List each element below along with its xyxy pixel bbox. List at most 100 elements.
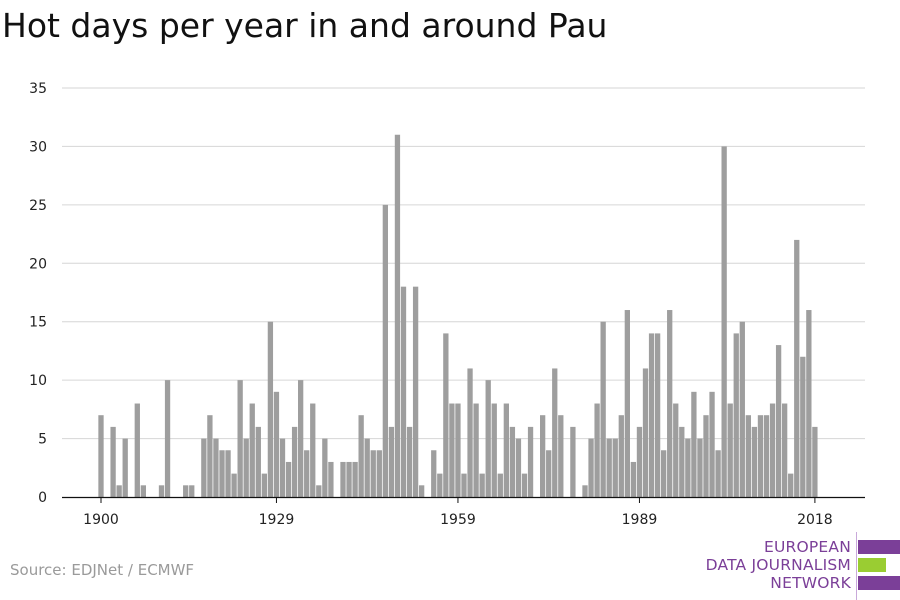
- bar-1986: [618, 415, 624, 497]
- bar-1978: [570, 426, 576, 497]
- bar-2002: [715, 450, 721, 497]
- bar-1992: [654, 333, 661, 497]
- bar-1911: [164, 380, 171, 497]
- bar-1952: [412, 286, 419, 497]
- bar-1993: [661, 450, 667, 497]
- bar-1981: [588, 438, 594, 497]
- bar-1923: [237, 380, 243, 497]
- x-tick-label: 2018: [797, 512, 833, 528]
- bar-1938: [328, 461, 334, 497]
- bar-1961: [467, 368, 473, 497]
- bar-1967: [503, 403, 509, 497]
- bar-2008: [751, 426, 758, 497]
- bar-1936: [316, 485, 322, 497]
- bar-1934: [304, 450, 310, 497]
- bar-1920: [219, 450, 225, 497]
- axes: 0 5 10 15 20 25 30 35 1900 1929 1959 1989 2018: [29, 81, 865, 528]
- bar-1919: [213, 438, 219, 497]
- bar-1955: [431, 450, 437, 497]
- edjnet-logo: EUROPEAN DATA JOURNALISM NETWORK: [700, 532, 900, 600]
- bar-1928: [267, 321, 274, 497]
- bar-2007: [745, 415, 751, 497]
- bar-1951: [406, 426, 413, 497]
- bar-1990: [642, 368, 649, 497]
- bar-1931: [285, 461, 292, 497]
- x-tick-label: 1989: [622, 512, 658, 528]
- bar-2013: [782, 403, 788, 497]
- bar-2018: [812, 426, 818, 497]
- bar-1914: [183, 485, 189, 497]
- chart-title: Hot days per year in and around Pau: [2, 6, 608, 45]
- bar-1900: [98, 415, 104, 497]
- bar-1973: [540, 415, 546, 497]
- bar-1965: [491, 403, 497, 497]
- y-tick-label: 5: [38, 432, 47, 448]
- bar-1996: [679, 426, 685, 497]
- bar-1968: [509, 426, 516, 497]
- bar-2012: [775, 345, 782, 497]
- bar-1966: [497, 473, 503, 497]
- bar-1964: [485, 380, 491, 497]
- bar-1950: [400, 286, 407, 497]
- bar-1969: [515, 438, 522, 497]
- bar-1949: [394, 134, 401, 497]
- bar-1903: [116, 485, 122, 497]
- y-tick-label: 20: [29, 256, 47, 272]
- bar-2015: [794, 239, 800, 497]
- bar-1930: [279, 438, 286, 497]
- bar-1927: [261, 473, 267, 497]
- bar-1959: [455, 403, 461, 497]
- bar-1963: [479, 473, 485, 497]
- bar-1984: [606, 438, 612, 497]
- x-tick-label: 1959: [440, 512, 476, 528]
- bar-2017: [806, 310, 812, 497]
- bar-1915: [189, 485, 195, 497]
- bar-1925: [249, 403, 255, 497]
- bar-1980: [582, 485, 588, 497]
- logo-line-data-journalism: DATA JOURNALISM: [705, 556, 851, 574]
- bar-2001: [709, 391, 715, 497]
- y-tick-label: 0: [38, 490, 47, 506]
- bar-1995: [673, 403, 679, 497]
- logo-bar-purple-top: [858, 540, 900, 554]
- bar-1994: [667, 310, 673, 497]
- x-tick-label: 1929: [259, 512, 295, 528]
- logo-line-network: NETWORK: [770, 574, 851, 592]
- bar-1948: [388, 426, 395, 497]
- bar-1953: [419, 485, 425, 497]
- bar-2014: [788, 473, 794, 497]
- logo-bar-green: [858, 558, 886, 572]
- bars: [98, 134, 818, 497]
- y-tick-label: 10: [29, 373, 47, 389]
- bar-1976: [558, 415, 564, 497]
- bar-1917: [201, 438, 207, 497]
- bar-1998: [691, 391, 697, 497]
- bar-2016: [800, 356, 806, 497]
- bar-1922: [231, 473, 237, 497]
- y-tick-label: 25: [29, 198, 47, 214]
- bar-1962: [473, 403, 479, 497]
- bar-1997: [685, 438, 691, 497]
- logo-divider: [856, 532, 857, 600]
- bar-1982: [594, 403, 600, 497]
- bar-1983: [600, 321, 606, 497]
- bar-1991: [648, 333, 655, 497]
- bar-1988: [630, 461, 637, 497]
- bar-1946: [376, 450, 382, 497]
- bar-1937: [322, 438, 328, 497]
- x-tick-label: 1900: [83, 512, 119, 528]
- bar-1970: [521, 473, 528, 497]
- bar-1926: [255, 426, 261, 497]
- bar-1935: [310, 403, 316, 497]
- bar-1910: [158, 485, 165, 497]
- bar-1944: [364, 438, 370, 497]
- bar-2005: [733, 333, 739, 497]
- bar-2004: [727, 403, 733, 497]
- bar-1924: [243, 438, 249, 497]
- logo-bar-purple-bottom: [858, 576, 900, 590]
- bar-1956: [437, 473, 443, 497]
- bar-1940: [340, 461, 346, 497]
- bar-2003: [721, 146, 727, 497]
- bar-1933: [298, 380, 304, 497]
